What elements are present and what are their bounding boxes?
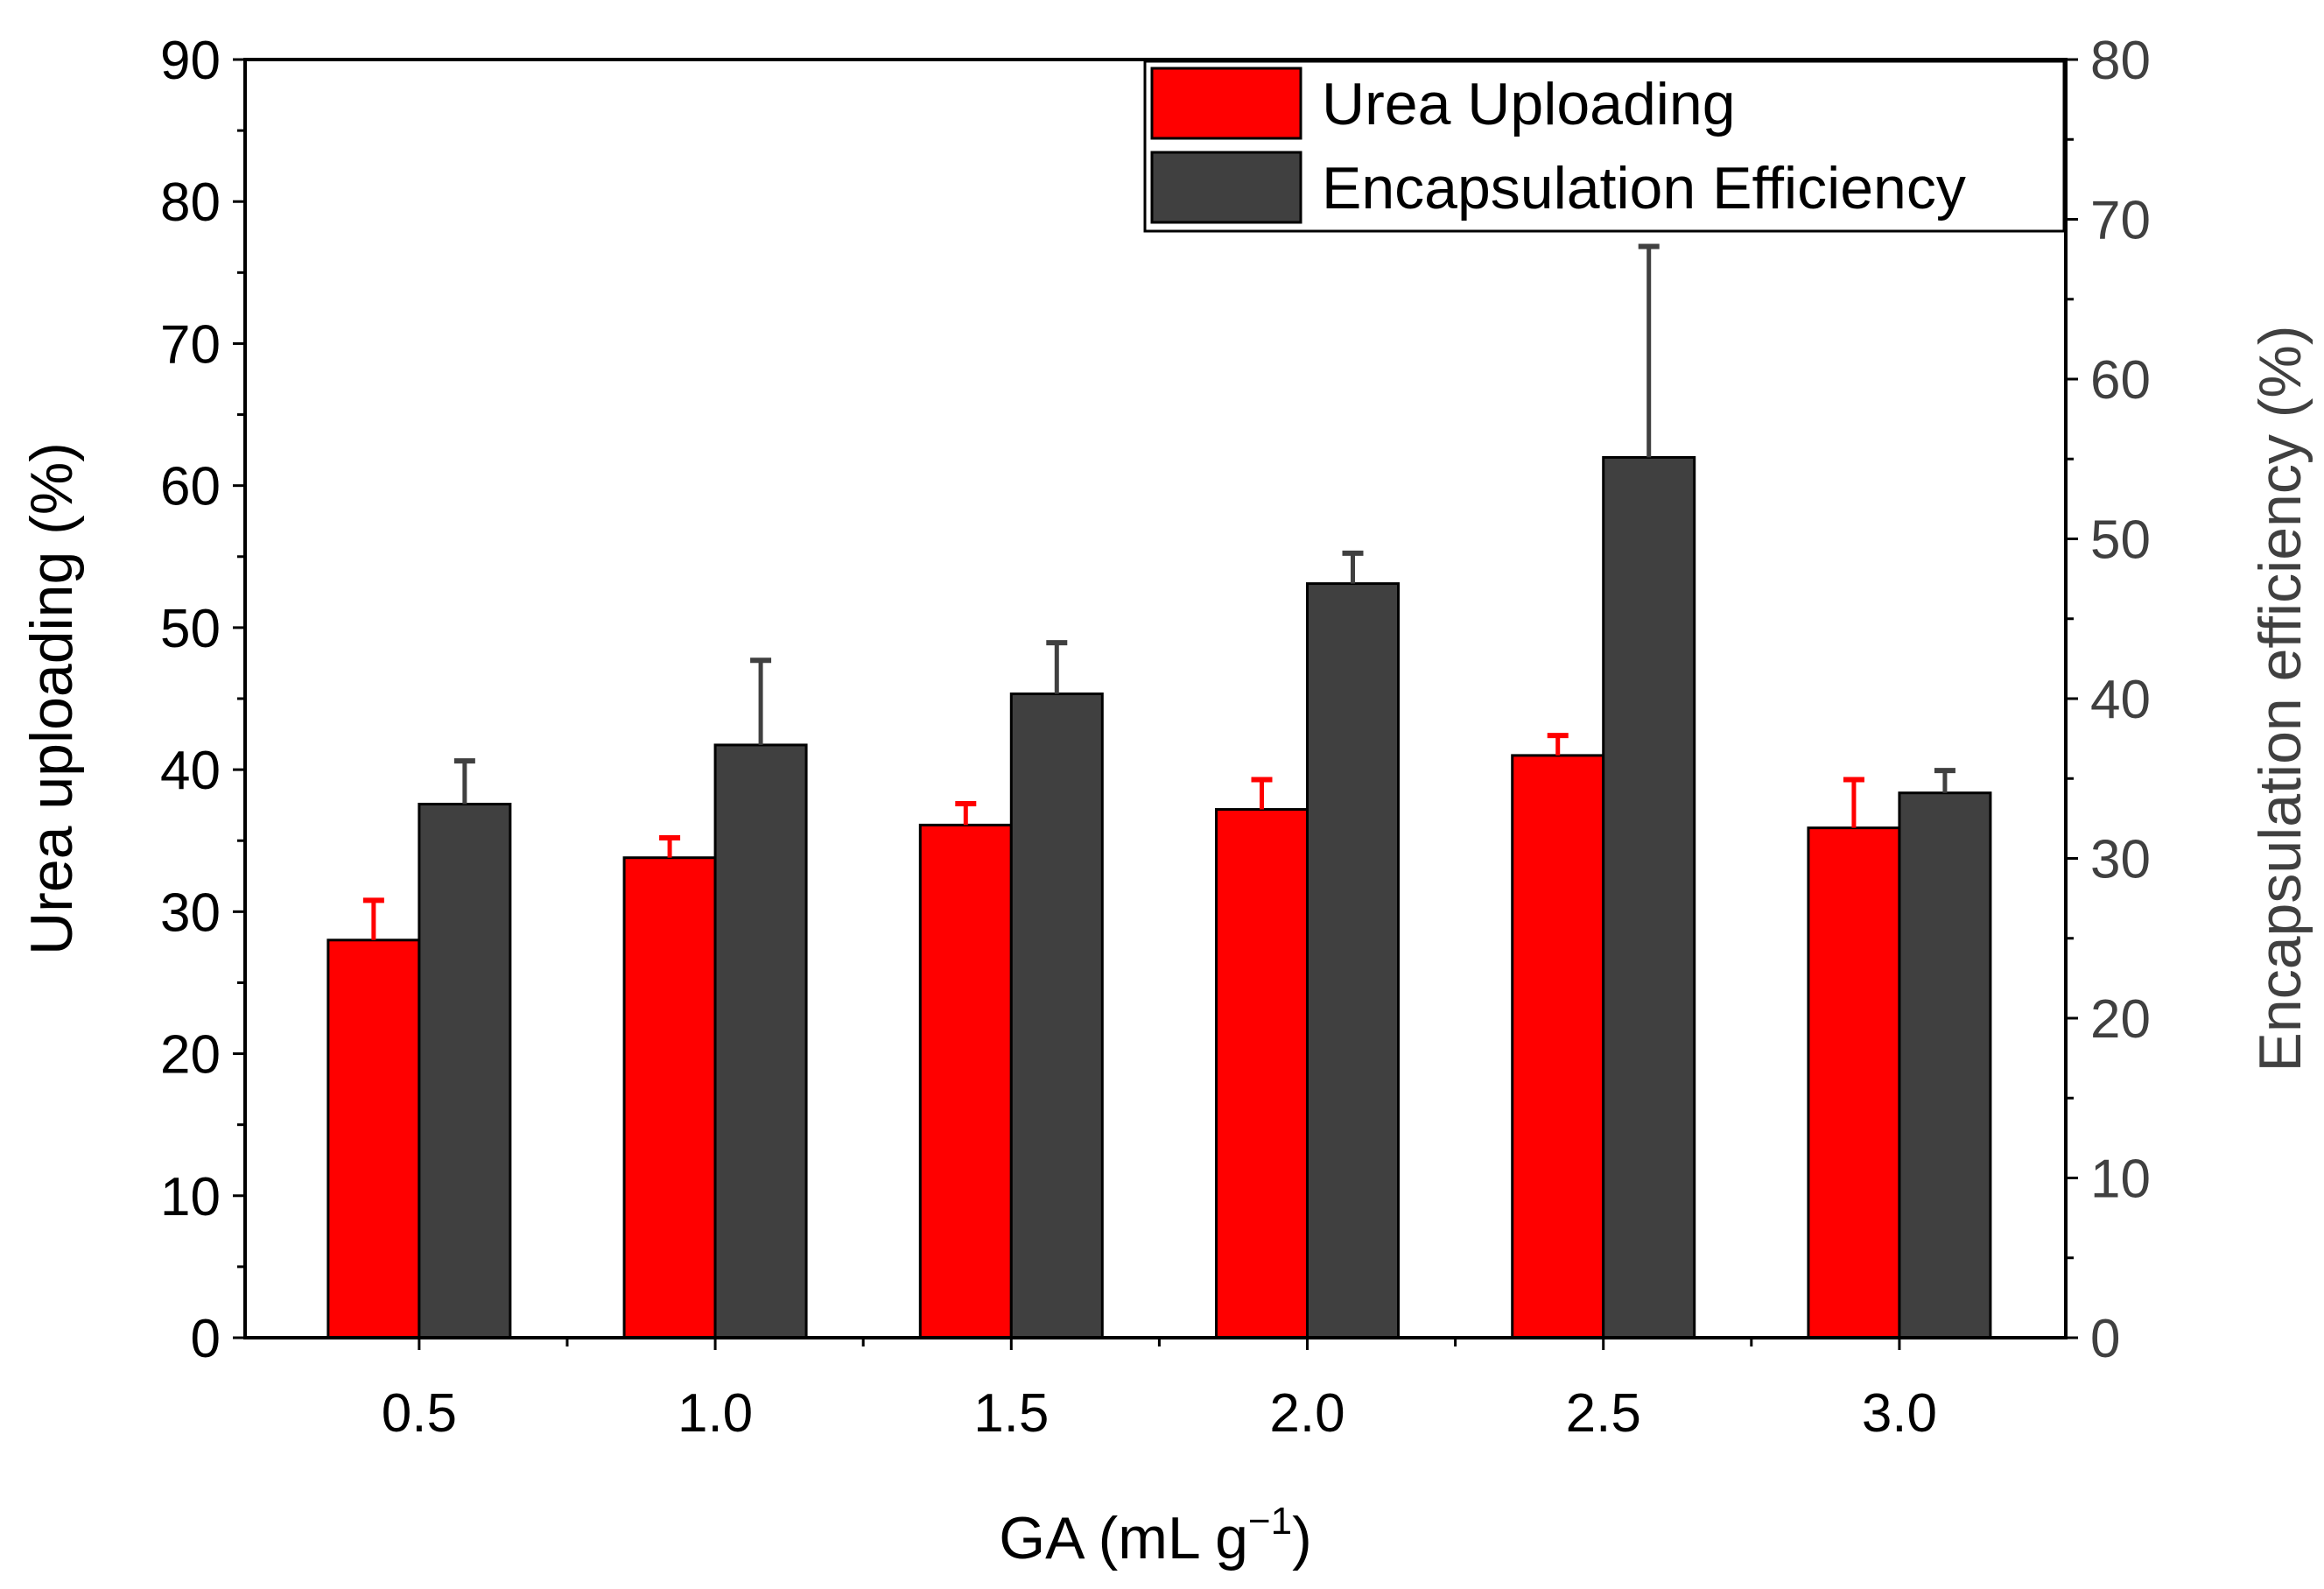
legend: Urea Uploading Encapsulation Efficiency: [1143, 60, 2066, 233]
x-axis-title-superscript: −1: [1248, 1500, 1292, 1543]
x-tick-label: 0.5: [382, 1383, 457, 1444]
y-tick-label: 30: [160, 882, 221, 943]
bar-encapsulation-efficiency-3.0: [1898, 791, 1992, 1339]
y2-tick-label: 40: [2090, 670, 2151, 730]
bar-urea-uploading-2.0: [1215, 808, 1309, 1339]
y-tick-label: 10: [160, 1167, 221, 1227]
left-axis: 0 10 20 30 40 50 60 70 80 90: [160, 31, 245, 1369]
x-axis-title-text: GA (mL g: [999, 1505, 1248, 1571]
y2-tick-label: 10: [2090, 1150, 2151, 1210]
x-tick-label: 2.5: [1566, 1383, 1641, 1444]
bar-urea-uploading-1.0: [622, 856, 717, 1339]
y-tick-label: 20: [160, 1025, 221, 1086]
legend-label-encapsulation-efficiency: Encapsulation Efficiency: [1322, 155, 1966, 221]
y-axis-title: Urea uploading (%): [18, 442, 85, 955]
bar-encapsulation-efficiency-2.5: [1602, 455, 1696, 1339]
x-tick-label: 1.5: [973, 1383, 1049, 1444]
y-tick-label: 0: [191, 1309, 221, 1369]
y2-tick-label: 80: [2090, 31, 2151, 91]
bar-encapsulation-efficiency-0.5: [418, 802, 512, 1339]
error-bars-layer: [362, 243, 1955, 940]
legend-swatch-urea-uploading: [1150, 67, 1302, 140]
x-axis: 0.5 1.0 1.5 2.0 2.5 3.0: [382, 1338, 1937, 1444]
y-tick-label: 40: [160, 741, 221, 801]
y2-tick-label: 50: [2090, 510, 2151, 571]
legend-label-urea-uploading: Urea Uploading: [1322, 71, 1736, 137]
y2-tick-label: 70: [2090, 191, 2151, 251]
x-tick-label: 2.0: [1269, 1383, 1345, 1444]
bar-urea-uploading-1.5: [918, 823, 1013, 1339]
y2-tick-label: 60: [2090, 350, 2151, 411]
x-axis-title: GA (mL g−1): [999, 1500, 1312, 1571]
legend-swatch-encapsulation-efficiency: [1150, 151, 1302, 224]
bar-urea-uploading-3.0: [1807, 826, 1901, 1339]
y2-tick-label: 20: [2090, 989, 2151, 1050]
x-axis-title-suffix: ): [1292, 1505, 1312, 1571]
bars-layer: [326, 455, 1992, 1339]
y-tick-label: 50: [160, 599, 221, 659]
bar-urea-uploading-0.5: [326, 939, 421, 1339]
y2-axis-title: Encapsulation efficiency (%): [2247, 326, 2313, 1072]
y-tick-label: 70: [160, 314, 221, 375]
y-tick-label: 60: [160, 457, 221, 517]
bar-encapsulation-efficiency-1.0: [713, 743, 808, 1339]
y2-tick-label: 30: [2090, 830, 2151, 890]
y-tick-label: 90: [160, 31, 221, 91]
right-axis: 0 10 20 30 40 50 60 70 80: [2066, 31, 2151, 1369]
x-tick-label: 3.0: [1862, 1383, 1937, 1444]
y2-tick-label: 0: [2090, 1309, 2120, 1369]
bar-encapsulation-efficiency-1.5: [1009, 693, 1104, 1339]
bar-urea-uploading-2.5: [1511, 754, 1605, 1339]
bar-encapsulation-efficiency-2.0: [1306, 582, 1401, 1339]
x-tick-label: 1.0: [678, 1383, 753, 1444]
y-tick-label: 80: [160, 172, 221, 233]
